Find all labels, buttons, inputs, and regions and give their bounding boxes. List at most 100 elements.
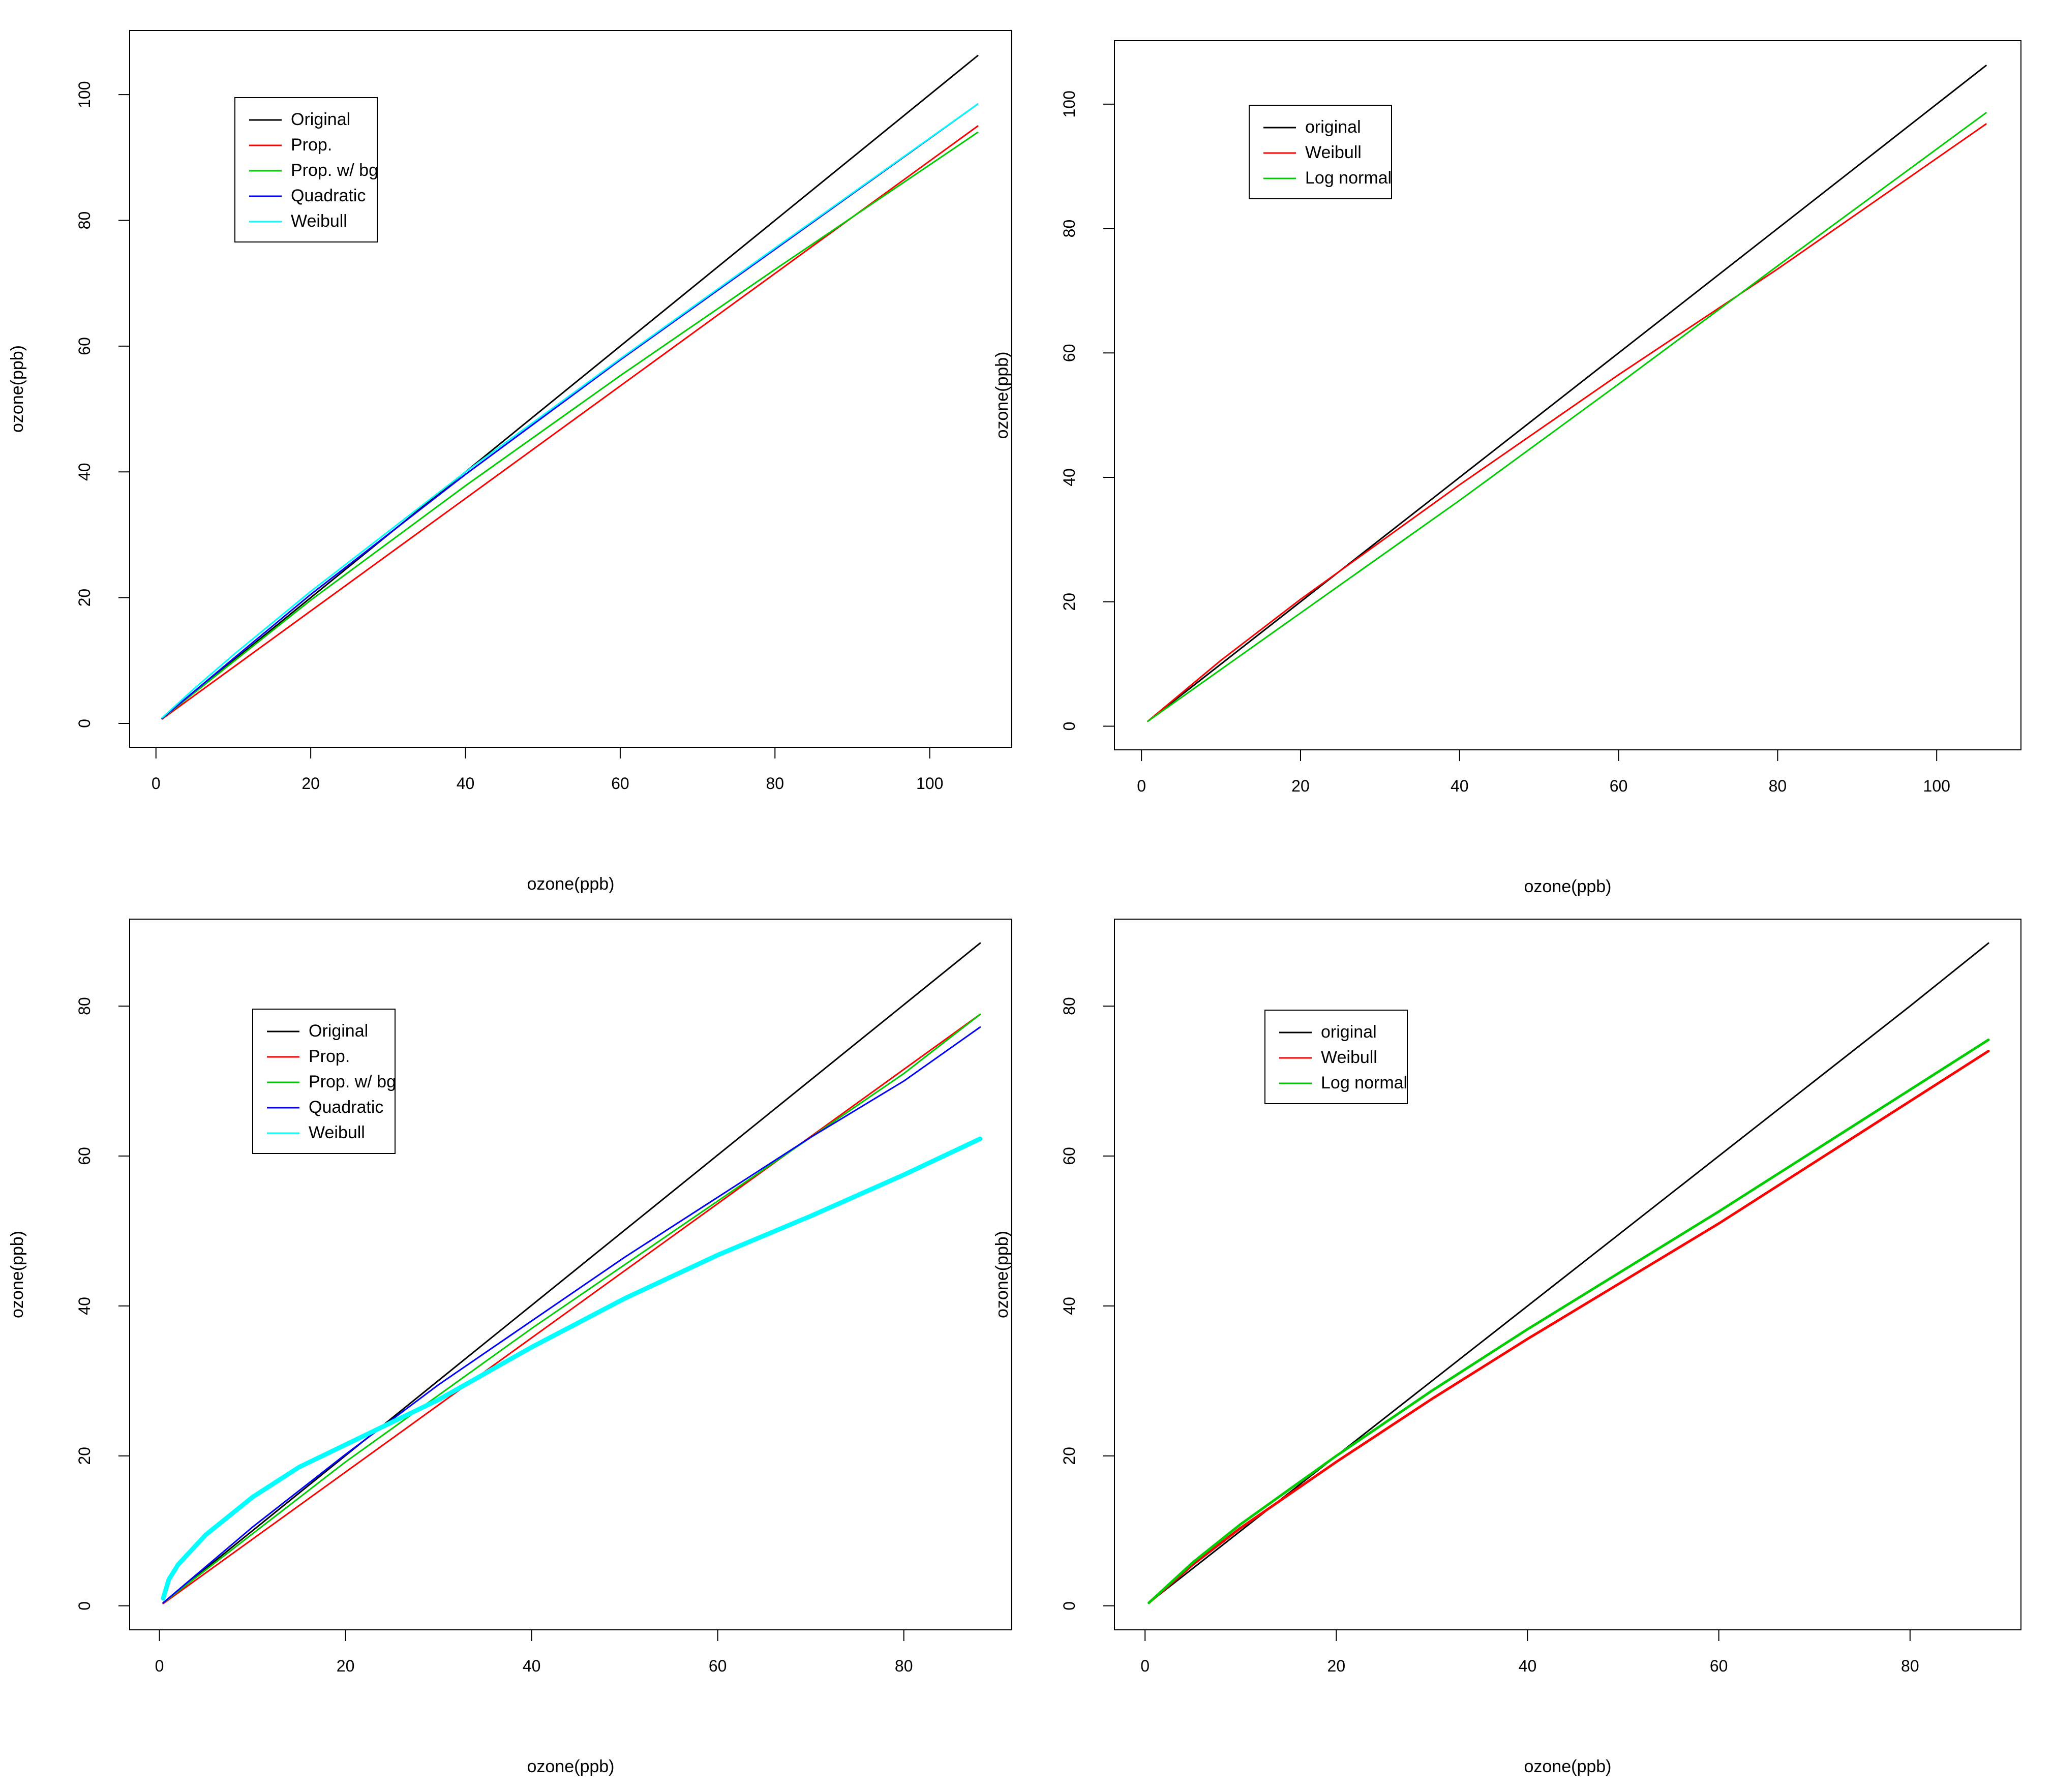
series-line-original xyxy=(1148,942,1989,1604)
legend: Original Prop. Prop. w/ bg Quadratic Weibull xyxy=(234,97,378,242)
legend-entry: Prop. w/ bg xyxy=(309,1072,396,1091)
x-tick-label: 40 xyxy=(1519,1657,1537,1675)
x-tick-label: 60 xyxy=(1710,1657,1728,1675)
legend-entry: Weibull xyxy=(309,1123,365,1142)
x-tick-label: 60 xyxy=(709,1657,727,1675)
series-line-original xyxy=(161,55,979,719)
x-axis-label: ozone(ppb) xyxy=(527,874,614,894)
y-tick-label: 0 xyxy=(1060,722,1078,731)
series-line-log-normal xyxy=(1147,112,1987,722)
x-tick-label: 0 xyxy=(152,774,161,793)
legend-entry: Weibull xyxy=(291,211,347,231)
y-tick-label: 20 xyxy=(1060,593,1078,611)
series-line-weibull xyxy=(161,1136,983,1601)
legend: original Weibull Log normal xyxy=(1249,105,1392,199)
x-tick-label: 80 xyxy=(766,774,784,793)
series-line-prop-w-bg xyxy=(162,1013,981,1604)
series-line-quadratic xyxy=(161,103,979,719)
chart-panel-2: 0 20 40 60 80 100 0 20 40 60 80 100 ozone(ppb) ozone(… xyxy=(992,40,2021,896)
legend-entry: Quadratic xyxy=(309,1098,383,1117)
legend-entry: original xyxy=(1321,1022,1377,1042)
y-tick-label: 0 xyxy=(75,719,94,728)
legend-box xyxy=(1264,1010,1408,1104)
x-tick-label: 80 xyxy=(895,1657,913,1675)
x-tick-label: 0 xyxy=(1137,777,1146,795)
y-tick-label: 100 xyxy=(1060,90,1078,117)
x-tick-label: 20 xyxy=(1327,1657,1346,1675)
x-tick-label: 40 xyxy=(457,774,475,793)
y-tick-label: 60 xyxy=(75,337,94,355)
legend-entry: Original xyxy=(309,1021,368,1041)
x-tick-label: 20 xyxy=(337,1657,355,1675)
y-tick-label: 80 xyxy=(75,997,94,1015)
y-axis-label: ozone(ppb) xyxy=(8,345,27,433)
series-line-weibull xyxy=(1147,123,1987,722)
series-line-log-normal xyxy=(1148,1038,1990,1604)
legend-entry: Weibull xyxy=(1305,143,1362,162)
legend: Original Prop. Prop. w/ bg Quadratic Weibull xyxy=(252,1009,396,1154)
y-tick-label: 20 xyxy=(75,589,94,607)
y-axis-label: ozone(ppb) xyxy=(8,1231,27,1318)
x-tick-label: 60 xyxy=(611,774,629,793)
y-tick-label: 40 xyxy=(75,463,94,481)
chart-panel-3: 0 20 40 60 80 0 20 40 60 80 ozone(ppb) ozone(ppb) Or… xyxy=(8,919,1012,1776)
x-tick-label: 20 xyxy=(301,774,320,793)
x-tick-label: 100 xyxy=(1923,777,1950,795)
y-tick-label: 60 xyxy=(1060,1147,1078,1165)
y-tick-label: 40 xyxy=(75,1297,94,1315)
legend-entry: Log normal xyxy=(1321,1073,1407,1092)
series-line-weibull xyxy=(1148,1050,1990,1604)
y-axis-label: ozone(ppb) xyxy=(992,1231,1012,1318)
x-axis-label: ozone(ppb) xyxy=(1524,1757,1611,1776)
y-tick-label: 80 xyxy=(75,211,94,230)
x-tick-label: 80 xyxy=(1769,777,1787,795)
y-tick-label: 0 xyxy=(1060,1601,1078,1611)
y-tick-label: 80 xyxy=(1060,997,1078,1015)
y-tick-label: 40 xyxy=(1060,468,1078,487)
legend-entry: Prop. w/ bg xyxy=(291,161,378,180)
y-tick-label: 20 xyxy=(1060,1447,1078,1465)
plot-frame xyxy=(129,30,1012,748)
legend: original Weibull Log normal xyxy=(1264,1010,1408,1104)
y-tick-label: 60 xyxy=(75,1147,94,1165)
legend-entry: Prop. xyxy=(309,1047,350,1066)
chart-panel-1: 0 20 40 60 80 100 0 20 40 60 80 100 ozone(ppb) ozone(… xyxy=(8,30,1012,894)
legend-box xyxy=(234,97,378,242)
legend-entry: Log normal xyxy=(1305,168,1392,188)
y-axis-label: ozone(ppb) xyxy=(992,351,1012,439)
x-tick-label: 40 xyxy=(523,1657,541,1675)
x-tick-label: 80 xyxy=(1901,1657,1919,1675)
series-line-quadratic xyxy=(162,1026,981,1604)
y-tick-label: 100 xyxy=(75,81,94,108)
series-line-prop- xyxy=(162,1013,981,1604)
x-tick-label: 60 xyxy=(1610,777,1628,795)
legend-entry: Quadratic xyxy=(291,186,366,205)
y-tick-label: 60 xyxy=(1060,344,1078,362)
series-line-prop-w-bg xyxy=(161,131,979,719)
y-tick-label: 40 xyxy=(1060,1297,1078,1315)
legend-box xyxy=(1249,105,1392,199)
legend-entry: original xyxy=(1305,117,1361,137)
chart-panel-4: 0 20 40 60 80 0 20 40 60 80 ozone(ppb) ozone(ppb) or… xyxy=(992,919,2021,1776)
series-line-weibull xyxy=(161,103,979,719)
plot-frame xyxy=(1114,919,2021,1630)
legend-entry: Original xyxy=(291,110,350,129)
legend-box xyxy=(252,1009,396,1154)
series-line-original xyxy=(162,942,981,1604)
plot-frame xyxy=(1114,40,2021,750)
x-axis-label: ozone(ppb) xyxy=(527,1757,614,1776)
x-axis-label: ozone(ppb) xyxy=(1524,877,1611,896)
plot-frame xyxy=(129,919,1012,1630)
legend-entry: Weibull xyxy=(1321,1048,1377,1067)
y-tick-label: 20 xyxy=(75,1447,94,1465)
legend-entry: Prop. xyxy=(291,135,332,155)
x-tick-label: 100 xyxy=(916,774,943,793)
x-tick-label: 40 xyxy=(1451,777,1469,795)
x-tick-label: 0 xyxy=(1140,1657,1150,1675)
x-tick-label: 0 xyxy=(155,1657,164,1675)
y-tick-label: 0 xyxy=(75,1601,94,1611)
x-tick-label: 20 xyxy=(1291,777,1310,795)
series-line-original xyxy=(1147,65,1987,722)
